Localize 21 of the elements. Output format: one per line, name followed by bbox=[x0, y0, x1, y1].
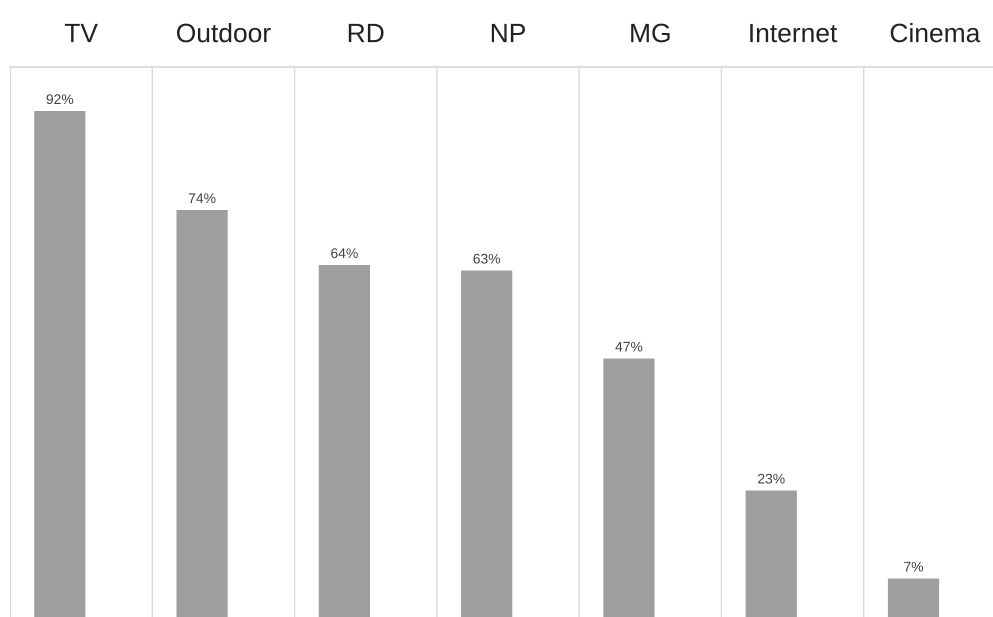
data-label: 64% bbox=[331, 248, 358, 258]
data-label: 92% bbox=[46, 94, 74, 104]
data-label: 63% bbox=[473, 254, 500, 264]
x-tick-label: MG bbox=[631, 24, 670, 42]
data-label: 47% bbox=[615, 342, 642, 352]
bar bbox=[603, 358, 655, 617]
x-tick-label: Cinema bbox=[890, 22, 980, 42]
x-tick-label: NP bbox=[492, 24, 525, 42]
x-tick-label: TV bbox=[64, 24, 98, 42]
bar bbox=[176, 210, 228, 617]
data-label: 74% bbox=[188, 193, 216, 204]
x-tick-label: Internet bbox=[750, 24, 838, 42]
x-tick-label: RD bbox=[348, 24, 384, 42]
bar bbox=[888, 578, 940, 617]
x-tick-label: Outdoor bbox=[177, 22, 271, 42]
bar bbox=[34, 111, 86, 617]
data-label: 23% bbox=[758, 474, 785, 484]
data-label: 7% bbox=[904, 562, 924, 572]
bar bbox=[318, 265, 370, 617]
bar bbox=[461, 270, 512, 617]
bar bbox=[746, 490, 797, 617]
